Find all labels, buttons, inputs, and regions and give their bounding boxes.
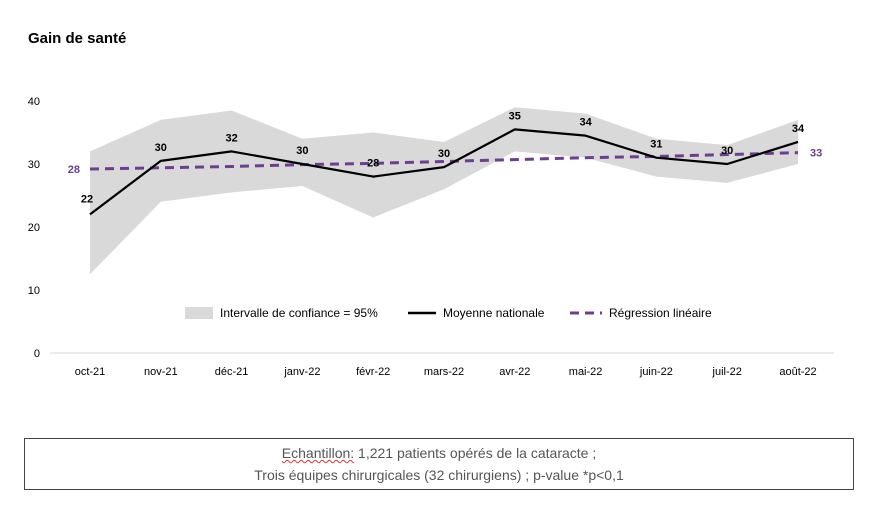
mean-data-label: 30 [155,142,167,154]
mean-data-label: 35 [509,110,521,122]
y-tick-label: 0 [34,348,40,360]
mean-data-label: 30 [438,148,450,160]
x-tick-label: mai-22 [569,366,603,378]
x-tick-label: juil-22 [712,366,742,378]
x-tick-label: déc-21 [215,366,249,378]
mean-data-label: 22 [81,193,93,205]
mean-line [89,128,799,216]
mean-data-label: 31 [650,139,662,151]
x-tick-label: nov-21 [144,366,178,378]
y-tick-label: 10 [28,285,40,297]
confidence-band [90,107,798,275]
mean-data-label: 30 [296,145,308,157]
mean-data-label: 32 [225,132,237,144]
note-sample-text: 1,221 patients opérés de la cataracte ; [354,445,597,461]
x-tick-label: avr-22 [499,366,530,378]
legend-label-band: Intervalle de confiance = 95% [220,306,378,320]
mean-data-label: 28 [367,158,379,170]
x-tick-label: oct-21 [75,366,106,378]
note-line-1: Echantillon: 1,221 patients opérés de la… [25,442,853,464]
note-line-2: Trois équipes chirurgicales (32 chirurgi… [254,467,624,483]
y-tick-label: 30 [28,159,40,171]
x-tick-label: janv-22 [283,366,320,378]
x-tick-label: août-22 [779,366,816,378]
mean-data-label: 34 [579,117,592,129]
chart-title: Gain de santé [28,30,127,47]
mean-data-label: 30 [721,145,733,157]
regression-end-label: 33 [810,148,822,160]
x-tick-label: juin-22 [639,366,673,378]
regression-line [89,151,799,171]
x-tick-label: mars-22 [424,366,464,378]
line-chart: 0 10 20 30 40 oct-21 nov-21 déc-21 janv-22 févr-2… [28,96,834,378]
sample-note-box: Echantillon: 1,221 patients opérés de la… [24,438,854,490]
y-tick-label: 20 [28,222,40,234]
regression-start-label: 28 [68,164,80,176]
note-sample-label: Echantillon: [281,445,355,461]
legend-swatch-band [185,307,213,319]
legend-label-regression: Régression linéaire [609,306,712,320]
legend-label-mean: Moyenne nationale [443,306,545,320]
x-tick-label: févr-22 [356,366,390,378]
y-tick-label: 40 [28,96,40,108]
mean-data-label: 34 [792,123,805,135]
